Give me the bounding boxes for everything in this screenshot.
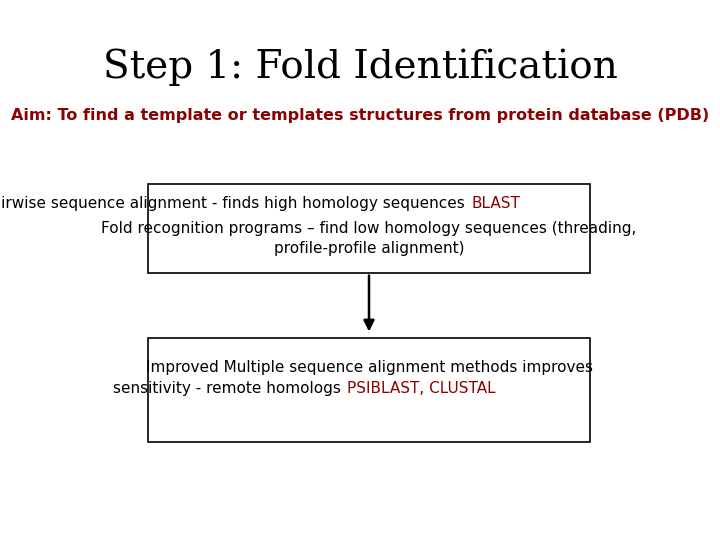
Text: sensitivity - remote homologs: sensitivity - remote homologs (113, 381, 346, 396)
Text: Aim: To find a template or templates structures from protein database (PDB): Aim: To find a template or templates str… (11, 108, 709, 123)
Text: profile-profile alignment): profile-profile alignment) (274, 240, 464, 255)
Bar (148, 338, 590, 442)
Text: pairwise sequence alignment - finds high homology sequences: pairwise sequence alignment - finds high… (0, 196, 469, 211)
Text: Fold recognition programs – find low homology sequences (threading,: Fold recognition programs – find low hom… (102, 220, 636, 235)
Text: Improved Multiple sequence alignment methods improves: Improved Multiple sequence alignment met… (145, 360, 593, 375)
Text: Step 1: Fold Identification: Step 1: Fold Identification (102, 49, 618, 86)
Bar (148, 184, 590, 273)
Text: BLAST: BLAST (472, 196, 520, 211)
Text: PSIBLAST, CLUSTAL: PSIBLAST, CLUSTAL (347, 381, 496, 396)
